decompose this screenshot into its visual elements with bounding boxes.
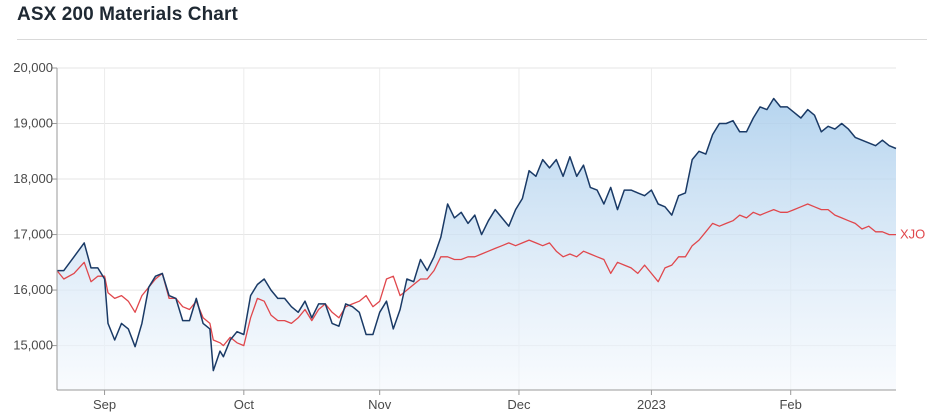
series-area <box>57 98 896 390</box>
series-end-labels: XJO <box>900 227 925 242</box>
x-tick-label: Oct <box>234 397 255 412</box>
x-tick-label: Sep <box>93 397 116 412</box>
y-tick-label: 20,000 <box>13 60 53 75</box>
area-fill <box>57 98 896 390</box>
x-tick-label: Nov <box>368 397 392 412</box>
y-tick-label: 16,000 <box>13 282 53 297</box>
y-axis-labels: 15,000 16,000 17,000 18,000 19,000 20,000 <box>13 60 53 353</box>
series-end-label: XJO <box>900 227 925 242</box>
y-tick-label: 17,000 <box>13 227 53 242</box>
axes <box>52 67 896 395</box>
x-axis-labels: Sep Oct Nov Dec 2023 Feb <box>93 397 802 412</box>
y-tick-label: 19,000 <box>13 116 53 131</box>
x-tick-label: 2023 <box>637 397 666 412</box>
series-lines <box>56 97 897 372</box>
x-tick-label: Feb <box>779 397 801 412</box>
chart-title: ASX 200 Materials Chart <box>17 4 238 25</box>
x-tick-label: Dec <box>507 397 531 412</box>
y-tick-label: 18,000 <box>13 171 53 186</box>
y-tick-label: 15,000 <box>13 338 53 353</box>
title-divider <box>17 39 927 40</box>
series-line[interactable] <box>57 97 897 372</box>
